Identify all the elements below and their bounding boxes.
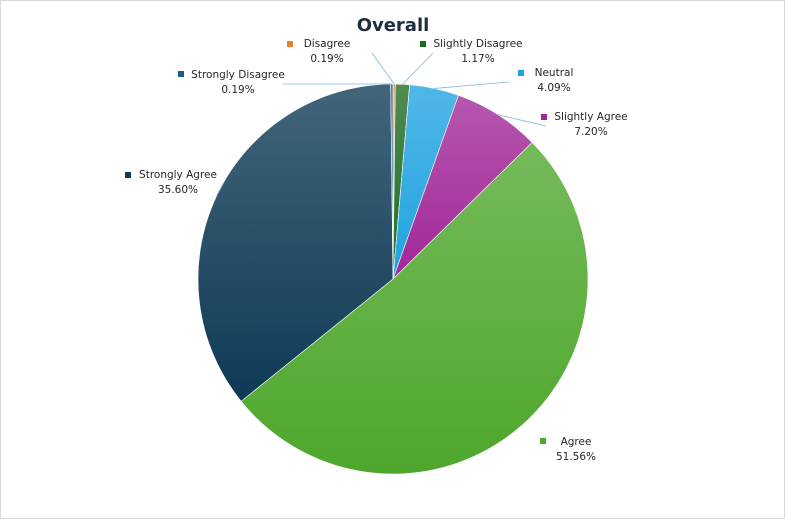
data-label-category: Disagree bbox=[304, 38, 351, 50]
leader-line-slightly-disagree bbox=[402, 53, 433, 84]
label-marker-strongly-disagree bbox=[178, 71, 184, 77]
pie-slices bbox=[198, 84, 588, 474]
data-label-value: 4.09% bbox=[537, 82, 570, 94]
leader-line-neutral bbox=[434, 82, 509, 88]
data-label-value: 0.19% bbox=[221, 84, 254, 96]
label-marker-slightly-disagree bbox=[420, 41, 426, 47]
chart-title: Overall bbox=[357, 15, 430, 36]
data-label-category: Slightly Agree bbox=[554, 111, 627, 123]
data-label-category: Strongly Disagree bbox=[191, 69, 285, 81]
label-marker-slightly-agree bbox=[541, 114, 547, 120]
data-label-value: 35.60% bbox=[158, 184, 198, 196]
data-label-value: 0.19% bbox=[310, 53, 343, 65]
data-label-value: 7.20% bbox=[574, 126, 607, 138]
label-marker-neutral bbox=[518, 70, 524, 76]
label-marker-strongly-agree bbox=[125, 172, 131, 178]
data-label-category: Strongly Agree bbox=[139, 169, 217, 181]
label-marker-disagree bbox=[287, 41, 293, 47]
leader-line-disagree bbox=[372, 53, 394, 84]
label-marker-agree bbox=[540, 438, 546, 444]
data-label-value: 1.17% bbox=[461, 53, 494, 65]
data-label-category: Neutral bbox=[535, 67, 574, 79]
data-label-category: Slightly Disagree bbox=[434, 38, 523, 50]
data-label-value: 51.56% bbox=[556, 451, 596, 463]
data-label-category: Agree bbox=[561, 436, 592, 448]
